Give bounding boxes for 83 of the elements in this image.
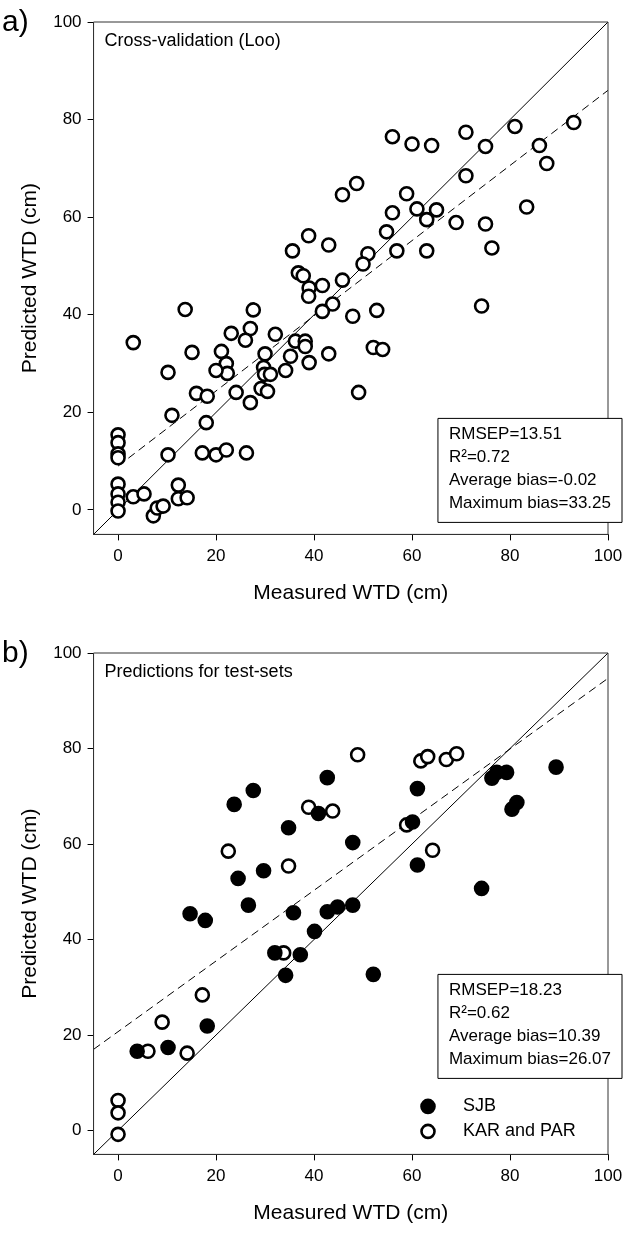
y-tick-label: 80: [62, 109, 82, 129]
y-tick-label: 0: [72, 499, 82, 519]
point: [365, 966, 382, 983]
point: [409, 857, 426, 873]
annotation: R²=0.62: [448, 1002, 510, 1022]
x-tick-label: 20: [206, 546, 226, 566]
y-tick-label: 100: [53, 11, 82, 31]
x-tick-label: 40: [304, 546, 324, 566]
annotation: Maximum bias=33.25: [448, 492, 612, 512]
point: [182, 905, 198, 922]
annotation: RMSEP=18.23: [448, 979, 562, 999]
y-tick-label: 40: [62, 929, 82, 949]
annotation: Maximum bias=26.07: [448, 1048, 612, 1068]
x-tick-label: 40: [304, 1166, 324, 1186]
point: [230, 870, 246, 887]
x-tick-label: 20: [206, 1166, 226, 1186]
x-tick-label: 60: [402, 546, 422, 566]
point: [324, 803, 341, 819]
point: [129, 1043, 145, 1060]
point: [160, 1039, 176, 1056]
annotation: R²=0.72: [448, 446, 510, 466]
point: [509, 794, 525, 811]
legend-label: KAR and PAR: [463, 1120, 576, 1141]
point: [255, 862, 272, 879]
chart-title: a): [2, 4, 29, 38]
point: [179, 1045, 195, 1061]
point: [280, 858, 297, 874]
point: [154, 1014, 170, 1030]
y-tick-label: 80: [62, 738, 82, 758]
point: [310, 805, 327, 822]
point: [220, 843, 237, 859]
x-tick-label: 100: [593, 1166, 623, 1186]
point: [245, 782, 262, 799]
x-axis-title: Measured WTD (cm): [253, 1200, 449, 1224]
point: [319, 769, 336, 786]
y-tick-label: 20: [62, 402, 82, 422]
point: [292, 947, 309, 963]
y-axis-title: Predicted WTD (cm): [17, 808, 41, 999]
point: [473, 880, 490, 897]
point: [306, 923, 323, 940]
point: [110, 1126, 126, 1143]
y-tick-label: 60: [62, 833, 82, 853]
x-tick-label: 100: [593, 546, 623, 566]
point: [344, 834, 361, 851]
point: [226, 796, 242, 813]
annotation: Predictions for test-sets: [104, 660, 293, 681]
point: [267, 945, 283, 961]
point: [409, 780, 426, 797]
point: [349, 746, 366, 763]
y-tick-label: 40: [62, 304, 82, 324]
y-axis-title: Predicted WTD (cm): [17, 183, 41, 374]
point: [277, 967, 294, 984]
y-tick-label: 100: [53, 642, 82, 662]
point: [199, 1018, 216, 1034]
point: [110, 1092, 126, 1109]
y-tick-label: 0: [72, 1120, 82, 1140]
annotation: Cross-validation (Loo): [104, 29, 281, 50]
x-tick-label: 80: [500, 546, 520, 566]
point: [548, 759, 564, 775]
point: [329, 899, 346, 915]
legend-label: SJB: [463, 1095, 497, 1116]
point: [285, 904, 302, 921]
point: [404, 814, 421, 830]
x-axis-title: Measured WTD (cm): [253, 580, 449, 604]
annotation: Average bias=10.39: [448, 1025, 601, 1045]
x-tick-label: 0: [113, 546, 123, 566]
point: [197, 912, 214, 929]
x-tick-label: 60: [402, 1166, 422, 1186]
x-tick-label: 0: [113, 1166, 123, 1186]
x-tick-label: 80: [500, 1166, 520, 1186]
point: [419, 748, 436, 765]
point: [448, 745, 465, 762]
annotation: RMSEP=13.51: [448, 423, 562, 443]
point: [344, 897, 361, 913]
point: [194, 987, 211, 1003]
point: [240, 897, 257, 913]
point: [110, 1105, 126, 1121]
point: [280, 819, 297, 836]
point: [424, 842, 441, 859]
chart-title: b): [2, 635, 29, 669]
y-tick-label: 20: [62, 1024, 82, 1044]
y-tick-label: 60: [62, 206, 82, 226]
annotation: Average bias=-0.02: [448, 469, 597, 489]
